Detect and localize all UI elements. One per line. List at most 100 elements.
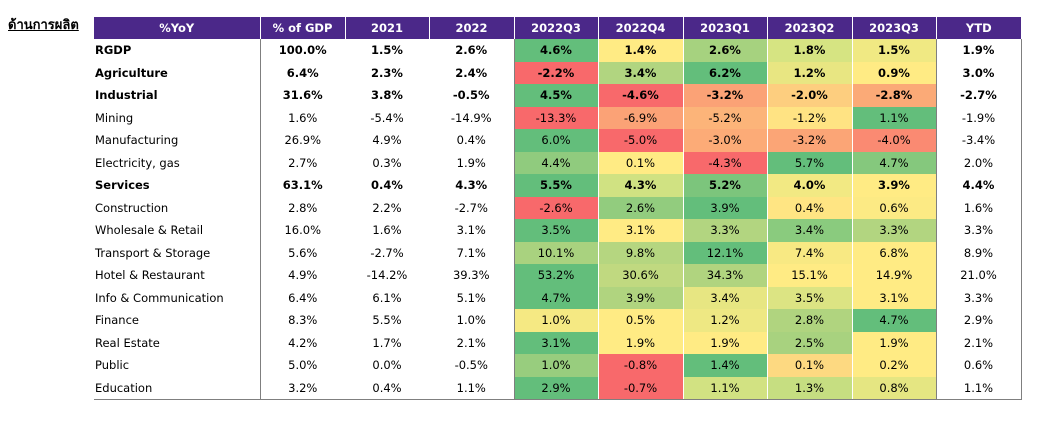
table-cell: 1.5%	[371, 43, 403, 58]
table-cell: 1.9%	[936, 39, 1022, 62]
section-title: ด้านการผลิต	[8, 18, 79, 33]
table-cell: 0.8%	[851, 376, 937, 400]
table-cell: -5.2%	[682, 106, 767, 129]
table-cell: 0.4%	[371, 178, 403, 193]
table-cell: 4.3%	[455, 178, 488, 193]
table-cell: -6.9%	[597, 106, 683, 129]
column-header-yoy: %YoY	[94, 17, 260, 39]
table-cell: 14.9%	[851, 264, 937, 287]
table-cell: 53.2%	[513, 264, 598, 287]
table-cell: 21.0%	[936, 264, 1022, 287]
table-cell: 3.3%	[851, 219, 937, 242]
table-row: Info & Communication 6.4% 6.1% 5.1% 4.7% 3.9%…	[94, 286, 1022, 309]
table-cell: 1.8%	[766, 39, 852, 62]
column-header-2023q2: 2023Q2	[766, 17, 852, 39]
table-cell: 3.5%	[766, 286, 852, 309]
table-row: Agriculture 6.4% 2.3% 2.4% -2.2% 3.4% 6.2% 1.2%…	[94, 61, 1022, 84]
table-cell: -2.7%	[936, 84, 1022, 107]
table-cell: 2.7%	[259, 151, 345, 174]
table-cell: -0.5%	[452, 88, 490, 103]
table-cell: 2.4%	[455, 65, 488, 80]
table-cell: 9.8%	[597, 241, 683, 264]
row-label: Info & Communication	[95, 290, 224, 305]
table-cell: 1.9%	[456, 155, 486, 170]
table-cell: 0.1%	[597, 151, 683, 174]
table-cell: -2.8%	[851, 84, 937, 107]
table-cell: 5.5%	[513, 174, 598, 197]
column-header-2023q1: 2023Q1	[682, 17, 767, 39]
table-cell: 10.1%	[513, 241, 598, 264]
table-cell: 3.0%	[936, 61, 1022, 84]
table-row: Hotel & Restaurant 4.9% -14.2% 39.3% 53.2% 30…	[94, 264, 1022, 287]
table-cell: 1.6%	[372, 223, 402, 238]
table-cell: 2.5%	[766, 331, 852, 354]
row-label: Real Estate	[95, 335, 160, 350]
table-cell: 7.1%	[456, 245, 486, 260]
table-cell: 2.6%	[455, 43, 488, 58]
row-label: Agriculture	[95, 65, 168, 80]
table-cell: -2.7%	[370, 245, 404, 260]
table-cell: 2.1%	[936, 331, 1022, 354]
row-label: Public	[95, 358, 130, 373]
table-cell: 3.9%	[682, 196, 767, 219]
table-cell: 30.6%	[597, 264, 683, 287]
table-cell: 34.3%	[682, 264, 767, 287]
table-cell: 16.0%	[259, 219, 345, 242]
table-cell: 7.4%	[766, 241, 852, 264]
table-cell: 26.9%	[259, 129, 345, 152]
table-cell: 3.2%	[259, 376, 345, 400]
table-cell: 1.1%	[851, 106, 937, 129]
column-header-2023q3: 2023Q3	[851, 17, 936, 39]
table-cell: 0.6%	[936, 354, 1022, 377]
table-cell: 3.1%	[851, 286, 937, 309]
table-cell: 4.9%	[372, 133, 402, 148]
table-cell: 1.0%	[513, 354, 598, 377]
table-cell: 0.1%	[766, 354, 852, 377]
table-cell: 1.5%	[851, 39, 937, 62]
table-cell: 8.9%	[936, 241, 1022, 264]
table-cell: 3.3%	[682, 219, 767, 242]
table-cell: -0.8%	[597, 354, 683, 377]
table-cell: 1.3%	[766, 376, 852, 400]
table-cell: 1.0%	[456, 313, 486, 328]
table-cell: 0.4%	[766, 196, 852, 219]
table-cell: 6.2%	[682, 61, 767, 84]
table-cell: 0.4%	[456, 133, 486, 148]
table-cell: -14.2%	[366, 268, 408, 283]
table-cell: -5.4%	[370, 110, 404, 125]
table-cell: -4.6%	[597, 84, 683, 107]
table-cell: 5.7%	[766, 151, 852, 174]
table-cell: 3.9%	[597, 286, 683, 309]
table-cell: -3.0%	[682, 129, 767, 152]
row-label: Finance	[95, 313, 139, 328]
table-cell: 2.2%	[372, 200, 402, 215]
table-cell: 6.0%	[513, 129, 598, 152]
table-cell: 1.1%	[682, 376, 767, 400]
table-cell: 0.9%	[851, 61, 937, 84]
table-cell: 1.1%	[936, 376, 1022, 400]
row-label: Manufacturing	[95, 133, 179, 148]
gdp-growth-table: %YoY % of GDP 2021 2022 2022Q3 2022Q4 20…	[94, 17, 1022, 400]
table-cell: 8.3%	[259, 309, 345, 332]
table-cell: 5.6%	[259, 241, 345, 264]
row-label: Electricity, gas	[95, 155, 180, 170]
table-cell: 2.9%	[936, 309, 1022, 332]
table-cell: 0.6%	[851, 196, 937, 219]
row-label: RGDP	[95, 43, 132, 58]
table-cell: 5.2%	[682, 174, 767, 197]
table-cell: 1.9%	[682, 331, 767, 354]
table-cell: 15.1%	[766, 264, 852, 287]
table-cell: 2.1%	[456, 335, 486, 350]
table-row: Education 3.2% 0.4% 1.1% 2.9% -0.7% 1.1% 1.3% 0.…	[94, 376, 1022, 400]
table-cell: -0.7%	[597, 376, 683, 400]
table-cell: 31.6%	[259, 84, 345, 107]
column-header-ytd: YTD	[935, 17, 1021, 39]
row-label: Industrial	[95, 88, 158, 103]
table-cell: -14.9%	[450, 110, 492, 125]
table-cell: 3.9%	[851, 174, 937, 197]
table-row: Real Estate 4.2% 1.7% 2.1% 3.1% 1.9% 1.9% 2.5% 1…	[94, 331, 1022, 354]
table-cell: 3.4%	[766, 219, 852, 242]
table-cell: 0.0%	[372, 358, 402, 373]
table-cell: 3.8%	[371, 88, 403, 103]
table-cell: 3.1%	[597, 219, 683, 242]
